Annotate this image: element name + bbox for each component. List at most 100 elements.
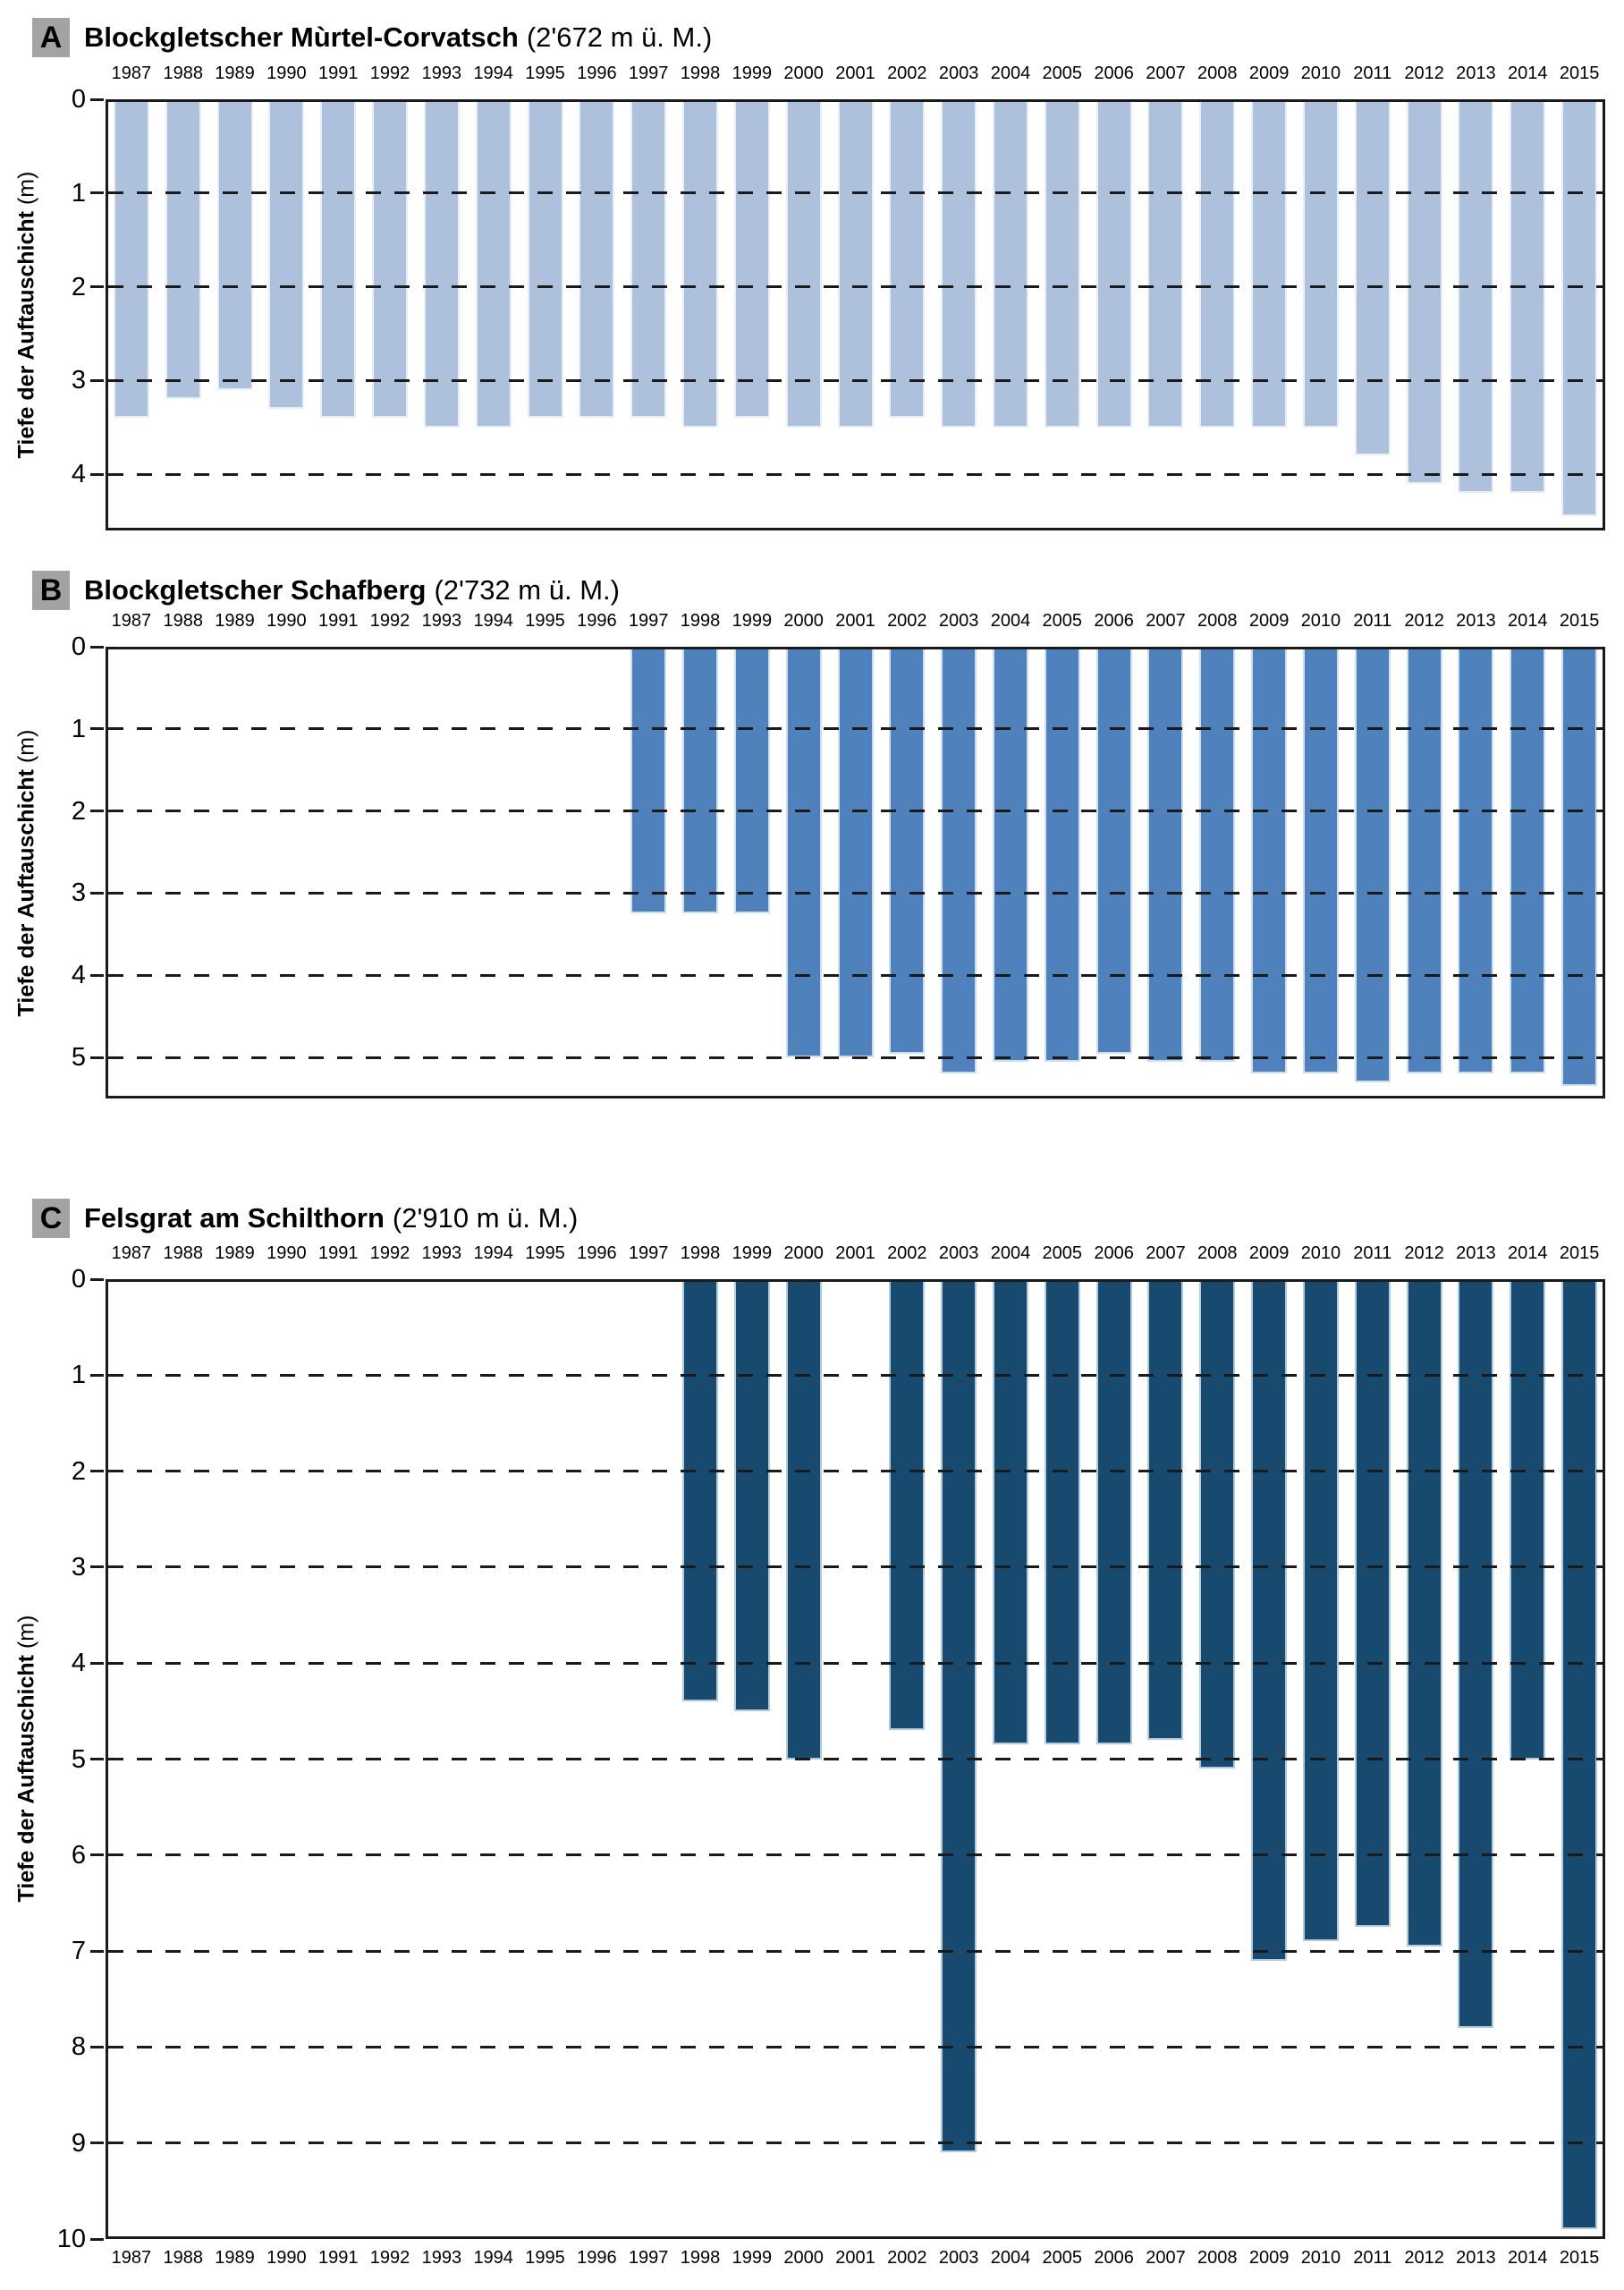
bar-2003 — [941, 1279, 977, 2153]
y-tick-mark-6 — [90, 1853, 104, 1857]
panel-c-title-elevation: (2'910 m ü. M.) — [392, 1202, 579, 1234]
x-tick-label-2015: 2015 — [1559, 64, 1600, 83]
panel-b-plot-area: 0 1 2 3 4 5 1987 1988 1989 1990 1991 1992 1993 1994 19… — [72, 611, 1605, 1098]
x-tick-label-1990: 1990 — [266, 64, 307, 83]
x-tick-label-2002: 2002 — [887, 64, 927, 83]
x-tick-label-2012: 2012 — [1404, 611, 1444, 631]
y-tick-mark-5 — [90, 1056, 104, 1059]
bar-2012 — [1406, 647, 1442, 1074]
axis-frame-top — [106, 99, 1605, 102]
bar-2004 — [992, 99, 1028, 428]
x-tick-label-2014: 2014 — [1508, 64, 1548, 83]
x-tick-label-2014: 2014 — [1508, 1243, 1548, 1263]
x-tick-label-2013: 2013 — [1456, 64, 1496, 83]
x-axis-years-bottom: 1987 1988 1989 1990 1991 1992 1993 1994 1995 1996… — [106, 2247, 1605, 2269]
axis-frame-left — [106, 1279, 108, 2239]
x-tick-label-1996: 1996 — [577, 1243, 617, 1263]
x-tick-label-1999: 1999 — [732, 64, 773, 83]
y-tick-mark-3 — [90, 891, 104, 895]
y-tick-mark-4 — [90, 472, 104, 476]
y-tick-mark-5 — [90, 1758, 104, 1760]
bar-2006 — [1095, 1279, 1132, 1745]
gridline-3m — [108, 1565, 1603, 1569]
x-tick-label-2010: 2010 — [1300, 64, 1341, 83]
x-tick-label-1997: 1997 — [628, 64, 669, 83]
x-tick-label-2008: 2008 — [1197, 1243, 1238, 1263]
y-tick-mark-1 — [90, 727, 104, 731]
gridline-4m — [108, 472, 1603, 476]
x-tick-label-2002: 2002 — [887, 611, 927, 631]
bar-2005 — [1044, 99, 1080, 428]
gridline-1m — [108, 727, 1603, 731]
bar-2005 — [1044, 1279, 1080, 1745]
x-tick-label-2001: 2001 — [835, 2248, 875, 2268]
x-tick-label-2015: 2015 — [1559, 1243, 1600, 1263]
panel-a-y-axis-label: Tiefe der Auftauschicht (m) — [13, 171, 39, 459]
x-tick-label-2014: 2014 — [1508, 611, 1548, 631]
bar-2005 — [1044, 647, 1080, 1062]
x-tick-label-1990: 1990 — [266, 1243, 307, 1263]
bar-2007 — [1147, 647, 1184, 1062]
gridline-5m — [108, 1056, 1603, 1059]
bar-1999 — [733, 647, 770, 914]
bar-2003 — [941, 99, 977, 428]
x-tick-label-1995: 1995 — [525, 611, 565, 631]
x-tick-label-1988: 1988 — [163, 2248, 203, 2268]
x-axis-years-top: 1987 1988 1989 1990 1991 1992 1993 1994 1995 1996… — [106, 63, 1605, 84]
panel-a-title-elevation: (2'672 m ü. M.) — [526, 21, 713, 53]
x-tick-label-2007: 2007 — [1146, 611, 1186, 631]
panel-b-title: Blockgletscher Schafberg (2'732 m ü. M.) — [84, 571, 620, 610]
x-tick-label-1996: 1996 — [577, 2248, 617, 2268]
x-tick-label-2006: 2006 — [1094, 64, 1134, 83]
x-tick-label-1997: 1997 — [628, 2248, 669, 2268]
y-tick-mark-7 — [90, 1949, 104, 1953]
y-tick-label-4: 4 — [71, 1649, 86, 1678]
x-tick-label-2002: 2002 — [887, 2248, 927, 2268]
x-tick-label-2015: 2015 — [1559, 611, 1600, 631]
axis-frame-right — [1603, 99, 1605, 530]
y-tick-mark-0 — [90, 1277, 104, 1281]
x-tick-label-1989: 1989 — [215, 2248, 255, 2268]
x-tick-label-2005: 2005 — [1042, 64, 1083, 83]
bar-1995 — [527, 99, 563, 419]
bar-2009 — [1251, 99, 1288, 428]
panel-b-title-elevation: (2'732 m ü. M.) — [434, 574, 620, 606]
bar-2014 — [1510, 99, 1546, 494]
x-tick-label-2007: 2007 — [1146, 64, 1186, 83]
x-tick-label-2013: 2013 — [1456, 611, 1496, 631]
bar-2000 — [785, 99, 822, 428]
gridline-7m — [108, 1949, 1603, 1953]
x-tick-label-1988: 1988 — [163, 1243, 203, 1263]
x-tick-label-1992: 1992 — [369, 611, 410, 631]
x-tick-label-2003: 2003 — [938, 2248, 979, 2268]
panel-b-y-axis-label: Tiefe der Auftauschicht (m) — [13, 729, 39, 1017]
axis-frame-right — [1603, 1279, 1605, 2239]
x-tick-label-1989: 1989 — [215, 1243, 255, 1263]
gridline-1m — [108, 1373, 1603, 1377]
bar-2011 — [1354, 1279, 1391, 1928]
bar-2012 — [1406, 99, 1442, 484]
bar-2010 — [1302, 647, 1339, 1074]
y-tick-label-2: 2 — [71, 796, 86, 826]
bar-2010 — [1302, 99, 1339, 428]
bar-1997 — [630, 647, 667, 914]
x-tick-label-1987: 1987 — [111, 2248, 152, 2268]
y-tick-mark-2 — [90, 285, 104, 289]
x-tick-label-1996: 1996 — [577, 611, 617, 631]
x-tick-label-2001: 2001 — [835, 64, 875, 83]
panel-c-title-text: Felsgrat am Schilthorn — [84, 1202, 385, 1234]
y-tick-label-2: 2 — [71, 272, 86, 301]
x-tick-label-1994: 1994 — [473, 64, 513, 83]
y-tick-mark-10 — [90, 2237, 104, 2241]
bar-1999 — [733, 1279, 770, 1711]
bar-2015 — [1561, 647, 1598, 1087]
x-tick-label-2012: 2012 — [1404, 64, 1444, 83]
x-tick-label-2006: 2006 — [1094, 2248, 1134, 2268]
y-tick-mark-4 — [90, 973, 104, 977]
x-tick-label-1998: 1998 — [680, 1243, 721, 1263]
y-tick-label-0: 0 — [71, 632, 86, 661]
x-tick-label-2014: 2014 — [1508, 2248, 1548, 2268]
x-tick-label-2000: 2000 — [783, 64, 824, 83]
x-tick-label-2013: 2013 — [1456, 2248, 1496, 2268]
bar-2011 — [1354, 99, 1391, 456]
